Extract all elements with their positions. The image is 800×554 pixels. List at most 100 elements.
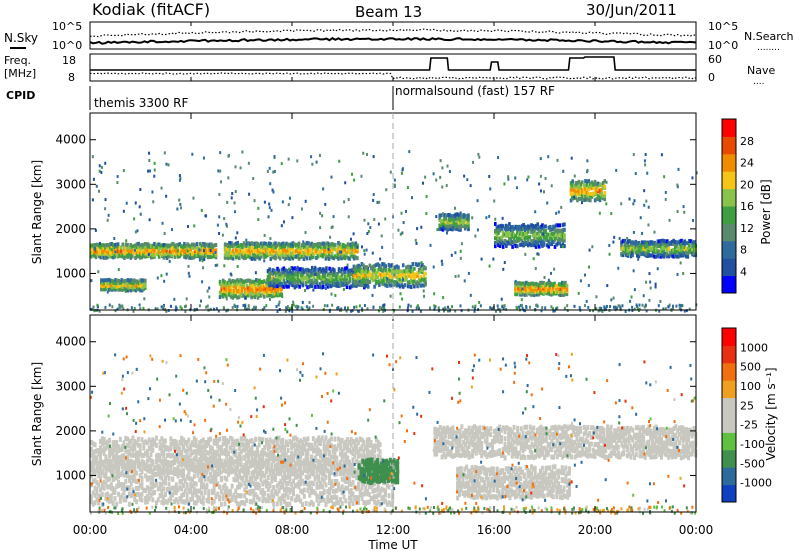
velocity-echo-cell [281, 451, 285, 457]
power-echo-cell [108, 244, 112, 249]
velocity-echo-cell [261, 448, 265, 454]
power-echo-cell [382, 262, 386, 267]
power-echo-cell [500, 235, 503, 240]
power-echo-cell [348, 269, 352, 274]
velocity-echo-cell [140, 475, 144, 481]
power-echo-cell [574, 181, 578, 186]
power-noise-cell [643, 203, 646, 207]
power-echo-cell [259, 280, 263, 285]
velocity-echo-cell [126, 442, 130, 448]
velocity-echo-cell [93, 477, 97, 483]
velocity-echo-cell [117, 483, 121, 489]
power-noise-cell [459, 256, 462, 260]
velocity-echo-cell [174, 439, 178, 445]
power-ground-cell [600, 306, 603, 310]
power-echo-cell [264, 288, 268, 293]
power-noise-cell [117, 268, 120, 272]
power-echo-cell [529, 281, 533, 286]
power-echo-cell [256, 295, 260, 300]
power-ground-cell [130, 306, 133, 310]
power-echo-cell [556, 235, 560, 240]
power-echo-cell [514, 239, 518, 244]
power-echo-cell [419, 278, 423, 283]
power-echo-cell [340, 244, 343, 249]
velocity-echo-cell [138, 443, 142, 449]
power-echo-cell [96, 249, 99, 254]
velocity-echo-cell [286, 464, 290, 470]
power-noise-cell [218, 192, 221, 196]
cpid-label: CPID [6, 89, 35, 102]
power-echo-cell [301, 277, 305, 282]
power-echo-cell [645, 253, 649, 258]
power-echo-cell [149, 244, 153, 249]
power-echo-cell [526, 281, 530, 286]
velocity-echo-cell [189, 489, 193, 495]
velocity-echo-cell [205, 461, 209, 467]
velocity-echo-cell [261, 453, 265, 459]
power-echo-cell [528, 282, 531, 287]
power-echo-cell [366, 277, 369, 282]
power-echo-cell [220, 290, 223, 295]
power-echo-cell [626, 239, 630, 244]
velocity-echo-cell [136, 450, 140, 456]
power-ground-cell [121, 305, 124, 309]
velocity-echo-cell [241, 499, 245, 505]
velocity-echo-cell [108, 465, 112, 471]
velocity-echo-cell [154, 500, 158, 506]
power-echo-cell [563, 227, 566, 232]
power-noise-cell [160, 274, 163, 278]
power-echo-cell [562, 281, 566, 286]
power-echo-cell [344, 274, 347, 279]
velocity-echo-cell [236, 484, 240, 490]
velocity-echo-cell [192, 442, 196, 448]
power-noise-cell [422, 289, 425, 293]
velocity-echo-cell [214, 462, 218, 468]
power-echo-cell [576, 181, 579, 186]
noise-left-tick-bottom: 10^0 [52, 39, 82, 52]
power-echo-cell [329, 276, 333, 281]
power-echo-cell [636, 246, 639, 251]
power-echo-cell [129, 280, 133, 285]
velocity-echo-cell [241, 475, 245, 481]
velocity-echo-cell [153, 465, 157, 471]
power-echo-cell [626, 245, 630, 250]
power-ground-cell [672, 307, 675, 311]
power-noise-cell [338, 159, 341, 163]
velocity-echo-cell [104, 495, 108, 501]
power-echo-cell [577, 179, 581, 184]
power-echo-cell [354, 255, 358, 260]
power-echo-cell [311, 251, 315, 256]
power-echo-cell [634, 244, 638, 249]
velocity-echo-cell [245, 497, 249, 503]
power-ground-cell [108, 303, 111, 307]
power-noise-cell [557, 210, 560, 214]
power-noise-cell [165, 194, 168, 198]
velocity-echo-cell [178, 446, 182, 452]
velocity-echo-cell [337, 442, 341, 448]
power-echo-cell [297, 241, 301, 246]
power-echo-cell [267, 243, 271, 248]
power-echo-cell [673, 245, 677, 250]
power-noise-cell [269, 182, 272, 186]
power-echo-cell [324, 242, 328, 247]
power-ground-cell [407, 303, 410, 307]
power-echo-cell [165, 243, 169, 248]
power-echo-cell [323, 252, 326, 257]
power-echo-cell [357, 272, 360, 277]
velocity-echo-cell [360, 444, 364, 450]
velocity-echo-cell [111, 448, 115, 454]
velocity-echo-cell [172, 438, 176, 444]
power-echo-cell [440, 213, 443, 218]
power-echo-cell [138, 255, 142, 260]
power-echo-cell [325, 266, 328, 271]
power-echo-cell [111, 285, 114, 290]
power-echo-cell [242, 293, 246, 298]
power-echo-cell [555, 228, 558, 233]
velocity-echo-cell [122, 444, 126, 450]
velocity-echo-cell [239, 467, 243, 473]
velocity-echo-cell [111, 489, 115, 495]
power-echo-cell [508, 226, 511, 231]
power-echo-cell [463, 224, 467, 229]
power-echo-cell [230, 251, 233, 256]
velocity-echo-cell [158, 474, 162, 480]
